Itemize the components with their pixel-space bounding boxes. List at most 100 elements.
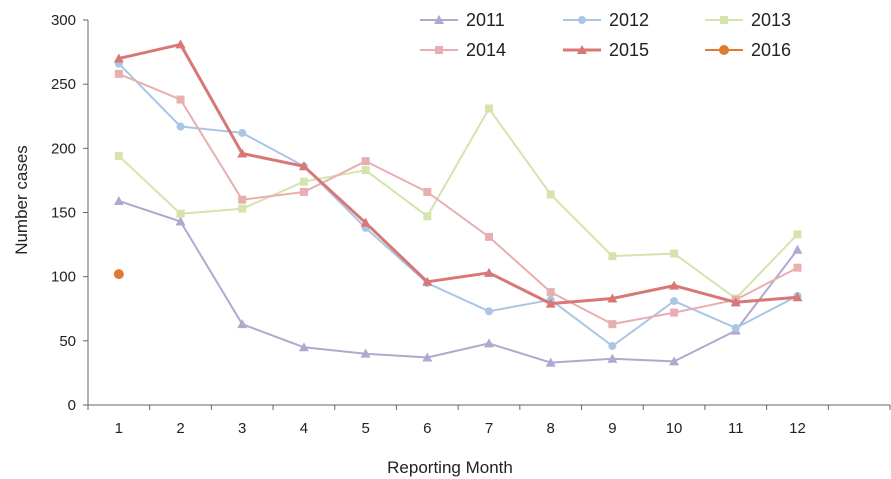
series-2011 — [113, 195, 803, 367]
x-tick-label: 1 — [115, 420, 123, 437]
data-point-2015 — [484, 267, 494, 277]
y-tick-label: 300 — [51, 12, 76, 29]
x-tick-label: 10 — [666, 420, 683, 437]
data-point-2014 — [299, 187, 308, 196]
legend-item-2013: 2013 — [705, 10, 791, 30]
data-point-2015 — [607, 293, 618, 303]
legend-label: 2015 — [609, 40, 649, 60]
legend-item-2016: 2016 — [705, 40, 791, 60]
data-point-2014 — [176, 95, 185, 104]
y-tick-label: 0 — [68, 397, 76, 414]
legend-item-2015: 2015 — [563, 40, 649, 60]
data-point-2011 — [484, 338, 494, 348]
series-line-2013 — [118, 107, 799, 300]
series-line-2012 — [118, 62, 798, 347]
legend-item-2012: 2012 — [563, 10, 649, 30]
series-2012 — [114, 59, 802, 350]
x-tick-label: 11 — [728, 420, 744, 437]
x-tick-label: 6 — [423, 420, 431, 437]
data-point-2011 — [607, 353, 618, 363]
data-point-2012 — [176, 122, 185, 131]
x-axis-title: Reporting Month — [387, 458, 513, 477]
series-line-2015 — [118, 42, 798, 306]
series-layer — [113, 39, 803, 367]
legend-label: 2011 — [466, 10, 505, 30]
data-point-2013 — [793, 230, 802, 239]
data-point-2015 — [669, 280, 680, 290]
data-point-2015 — [422, 276, 433, 286]
data-point-2012 — [731, 324, 740, 332]
y-axis-title: Number cases — [12, 145, 31, 255]
series-line-2011 — [118, 199, 799, 364]
series-2013 — [114, 104, 802, 303]
data-point-2011 — [175, 216, 186, 226]
data-point-2013 — [608, 252, 617, 261]
x-tick-label: 9 — [608, 420, 616, 437]
data-point-2011 — [792, 244, 803, 254]
legend: 2011 2012 2013 2014 2015 2016 — [420, 10, 791, 60]
data-point-2013 — [361, 166, 370, 175]
data-point-2014 — [485, 232, 493, 241]
y-tick-label: 50 — [59, 333, 76, 350]
legend-swatch-marker — [719, 45, 729, 55]
legend-item-2011: 2011 — [420, 10, 505, 30]
legend-swatch-marker — [434, 15, 444, 24]
legend-label: 2013 — [751, 10, 791, 30]
data-point-2015 — [792, 292, 803, 302]
legend-swatch-marker — [720, 16, 728, 24]
x-tick-label: 4 — [300, 420, 308, 437]
legend-swatch-marker — [578, 16, 586, 24]
legend-swatch-marker — [435, 46, 443, 54]
data-point-2013 — [423, 212, 432, 221]
data-point-2016 — [113, 269, 124, 280]
data-point-2013 — [299, 177, 308, 186]
x-tick-label: 3 — [238, 420, 246, 437]
data-point-2015 — [360, 217, 371, 227]
data-point-2015 — [730, 297, 741, 307]
x-tick-label: 12 — [789, 420, 806, 437]
data-point-2013 — [238, 204, 247, 213]
y-tick-label: 150 — [51, 205, 76, 222]
y-tick-label: 200 — [51, 140, 76, 157]
data-point-2014 — [793, 263, 802, 272]
data-point-2013 — [176, 209, 185, 218]
x-tick-label: 8 — [547, 420, 555, 437]
data-point-2015 — [175, 39, 186, 49]
data-point-2014 — [608, 320, 617, 329]
x-tick-label: 5 — [361, 420, 369, 437]
data-point-2015 — [113, 53, 124, 63]
data-point-2011 — [360, 348, 371, 358]
series-2016 — [113, 269, 124, 280]
legend-label: 2014 — [466, 40, 506, 60]
data-point-2014 — [670, 308, 679, 317]
data-point-2012 — [485, 307, 493, 316]
data-point-2013 — [485, 104, 493, 113]
data-point-2014 — [238, 195, 247, 204]
data-point-2015 — [545, 298, 556, 308]
data-point-2012 — [608, 341, 617, 350]
data-point-2011 — [545, 357, 556, 367]
data-point-2013 — [546, 190, 555, 199]
data-point-2015 — [298, 161, 309, 171]
data-point-2015 — [237, 148, 248, 158]
data-point-2011 — [113, 195, 124, 205]
legend-item-2014: 2014 — [420, 40, 506, 60]
x-tick-label: 7 — [485, 420, 493, 437]
y-tick-label: 100 — [51, 269, 76, 286]
y-tick-label: 250 — [51, 76, 76, 93]
legend-swatch-marker — [577, 45, 587, 54]
data-point-2012 — [670, 297, 679, 306]
data-point-2013 — [114, 152, 123, 161]
legend-label: 2012 — [609, 10, 649, 30]
data-point-2011 — [422, 352, 433, 362]
data-point-2011 — [237, 319, 248, 329]
data-point-2011 — [669, 356, 680, 366]
data-point-2014 — [546, 288, 555, 297]
legend-label: 2016 — [751, 40, 791, 60]
series-2015 — [113, 39, 803, 308]
x-tick-label: 2 — [176, 420, 184, 437]
data-point-2013 — [670, 249, 679, 258]
data-point-2012 — [238, 128, 247, 137]
